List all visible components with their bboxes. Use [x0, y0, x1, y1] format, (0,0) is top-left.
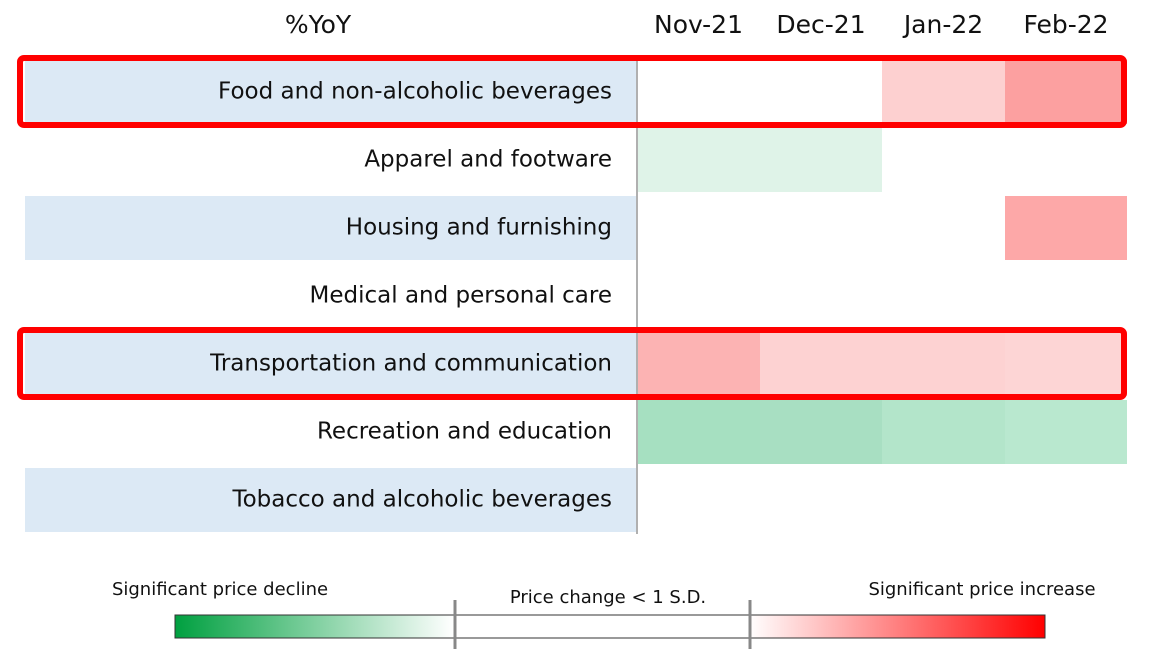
- heat-cell: [882, 60, 1005, 124]
- heat-cell: [882, 196, 1005, 260]
- row-band: [25, 468, 637, 532]
- heat-cell: [1005, 468, 1127, 532]
- highlight-box: [17, 55, 1127, 128]
- heat-cell: [760, 128, 882, 192]
- row-label: Food and non-alcoholic beverages: [218, 79, 612, 105]
- heat-cell: [760, 400, 882, 464]
- row-label: Tobacco and alcoholic beverages: [231, 487, 612, 513]
- heat-cell: [760, 196, 882, 260]
- column-label: Jan-22: [902, 10, 983, 39]
- heat-cell: [1005, 128, 1127, 192]
- legend-label: Significant price decline: [112, 579, 328, 600]
- heat-cell: [1005, 196, 1127, 260]
- row-band: [25, 332, 637, 396]
- heat-cell: [882, 128, 1005, 192]
- heat-cell: [1005, 264, 1127, 328]
- heat-cell: [637, 60, 760, 124]
- heat-cell: [760, 468, 882, 532]
- legend-label: Price change < 1 S.D.: [510, 587, 706, 608]
- heat-cell: [637, 400, 760, 464]
- row-label: Housing and furnishing: [346, 215, 612, 241]
- heat-cell: [637, 332, 760, 396]
- heat-cell: [1005, 60, 1127, 124]
- row-label: Apparel and footware: [364, 147, 612, 173]
- legend-label: Significant price increase: [868, 579, 1095, 600]
- heat-cell: [882, 468, 1005, 532]
- heat-cell: [882, 400, 1005, 464]
- heat-cell: [637, 128, 760, 192]
- heat-cell: [882, 264, 1005, 328]
- column-label: Feb-22: [1023, 10, 1108, 39]
- row-label: Medical and personal care: [310, 283, 612, 309]
- row-band: [25, 196, 637, 260]
- heat-cell: [760, 60, 882, 124]
- legend-bar: [174, 614, 1046, 639]
- heat-cell: [760, 332, 882, 396]
- row-label: Recreation and education: [317, 419, 612, 445]
- heat-cell: [637, 264, 760, 328]
- row-band: [25, 60, 637, 124]
- heat-cell: [637, 196, 760, 260]
- highlight-box: [17, 327, 1127, 400]
- corner-label: %YoY: [285, 10, 352, 39]
- heat-cell: [1005, 332, 1127, 396]
- heat-cell: [637, 468, 760, 532]
- heat-cell: [1005, 400, 1127, 464]
- column-label: Dec-21: [776, 10, 865, 39]
- heat-cell: [882, 332, 1005, 396]
- heat-cell: [760, 264, 882, 328]
- row-label: Transportation and communication: [209, 351, 612, 377]
- column-label: Nov-21: [654, 10, 743, 39]
